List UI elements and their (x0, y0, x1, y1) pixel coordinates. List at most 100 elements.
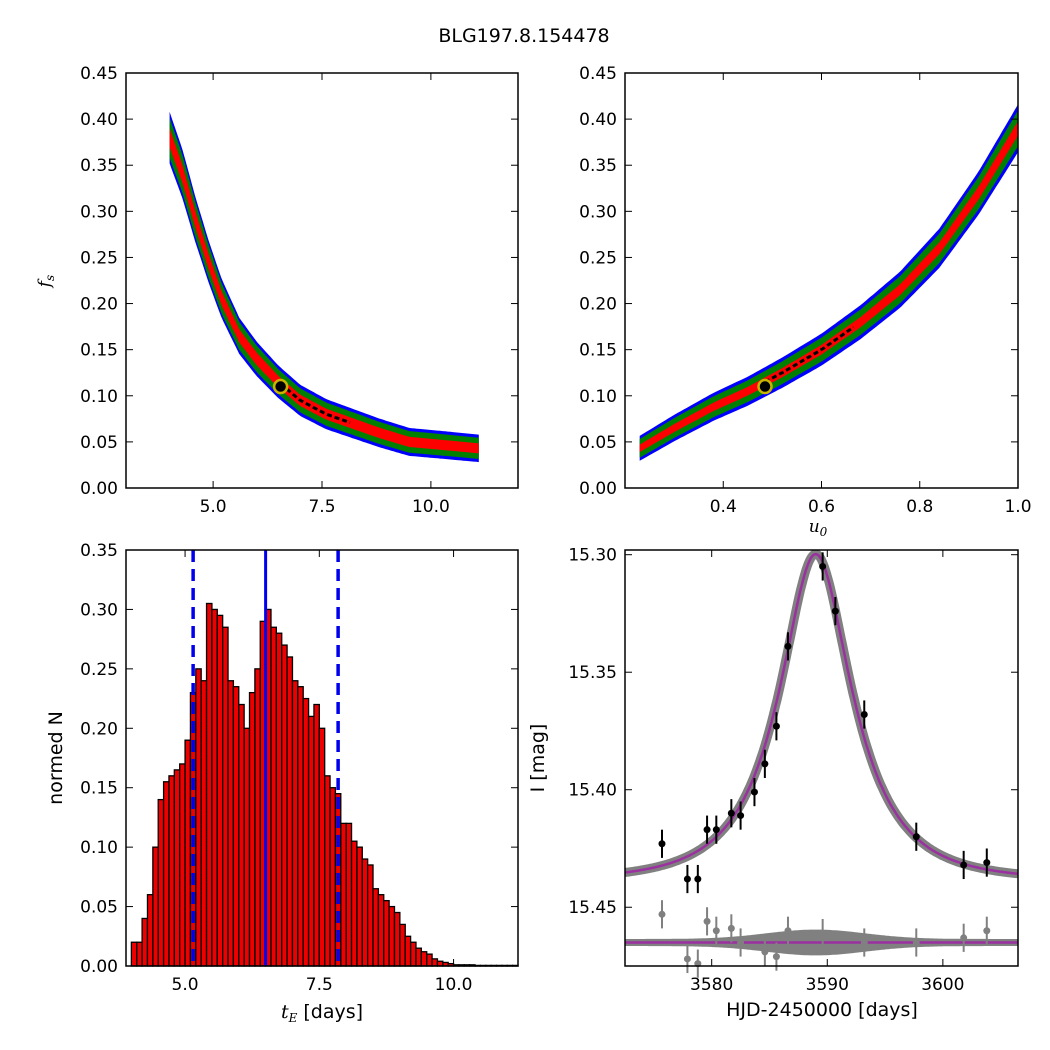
histogram-bar (372, 888, 380, 967)
histogram-bar (329, 787, 337, 967)
y-tick-label: 15.35 (568, 663, 617, 683)
y-tick-label: 0.30 (579, 202, 617, 222)
y-tick-label: 0.20 (80, 295, 118, 315)
residual-point (860, 938, 868, 946)
y-tick-label: 0.05 (80, 898, 118, 918)
y-tick-label: 15.45 (568, 898, 617, 918)
y-tick-label: 0.30 (80, 202, 118, 222)
histogram-bar (173, 769, 181, 967)
histogram-bar (184, 739, 192, 967)
residual-point (737, 938, 745, 946)
histogram-bar (297, 686, 304, 967)
y-tick-label: 0.40 (80, 110, 118, 130)
histogram-bar (356, 846, 363, 967)
residual-point (983, 927, 991, 935)
x-tick-label: 7.5 (306, 975, 333, 995)
histogram-bar (141, 917, 149, 967)
histogram-bar (291, 680, 299, 967)
y-tick-label: 0.40 (579, 110, 617, 130)
data-point (784, 642, 792, 650)
residual-point (761, 948, 769, 956)
x-tick-label: 10.0 (435, 975, 473, 995)
histogram-frame (125, 549, 519, 967)
data-point (772, 722, 780, 730)
histogram-bar (340, 822, 347, 967)
histogram-bar (211, 608, 218, 967)
histogram-bar (324, 775, 331, 967)
residual-point (772, 953, 780, 961)
histogram-bar (393, 911, 401, 967)
model-band (621, 549, 1022, 879)
residual-point (683, 955, 691, 963)
histogram-bar (313, 703, 320, 967)
best-fit-marker (272, 378, 289, 395)
x-tick-label: 3580 (690, 975, 733, 995)
y-tick-label: 0.00 (80, 479, 118, 499)
y-tick-label: 0.10 (579, 387, 617, 407)
x-tick-label: 5.0 (200, 497, 227, 517)
residual-point (727, 924, 735, 932)
residual-point (703, 917, 711, 925)
histogram-bar (179, 763, 186, 967)
histogram-bar (420, 951, 428, 967)
residual-point (819, 929, 827, 937)
y-tick-label: 0.20 (579, 295, 617, 315)
histogram-bar (189, 691, 197, 967)
histogram-bar (345, 822, 353, 967)
histogram-bar (404, 935, 412, 967)
y-tick-label: 0.25 (80, 660, 118, 680)
figure-title: BLG197.8.154478 (438, 25, 609, 47)
data-point (727, 809, 735, 817)
histogram-bar (146, 894, 154, 967)
u0-fs-panel: 0.4 0.6 0.8 1.0 0.00 0.05 0.10 0.15 0.20 0.25 0.30… (579, 64, 1031, 539)
data-point (694, 875, 702, 883)
x-tick-label: 5.0 (172, 975, 199, 995)
lightcurve-frame (624, 549, 1019, 967)
x-tick-label: 0.8 (906, 497, 933, 517)
y-tick-label: 0.25 (579, 248, 617, 268)
y-tick-label: 0.25 (80, 248, 118, 268)
y-tick-label: 15.40 (568, 781, 617, 801)
x-tick-label: 0.6 (808, 497, 835, 517)
data-point (819, 562, 827, 570)
histogram-bar (426, 953, 433, 967)
y-tick-label: 0.30 (80, 600, 118, 620)
u0-fs-xlabel: u0 (809, 517, 828, 539)
histogram-bar (200, 680, 208, 967)
histogram-bar (195, 668, 202, 967)
residual-point (960, 934, 968, 942)
y-tick-label: 0.00 (80, 957, 118, 977)
histogram-bar (318, 727, 326, 967)
data-point (750, 788, 758, 796)
data-point (831, 607, 839, 615)
histogram-bar (366, 864, 374, 967)
residual-point (912, 938, 920, 946)
y-tick-label: 0.35 (579, 156, 617, 176)
histogram-bar (222, 626, 229, 967)
tE-fs-ylabel: fs (35, 275, 57, 289)
data-point (912, 833, 920, 841)
y-tick-label: 0.35 (80, 156, 118, 176)
histogram-bar (227, 680, 235, 967)
y-tick-label: 0.35 (80, 541, 118, 561)
tE-histogram-panel: 5.0 7.5 10.0 0.00 0.05 0.10 0.15 0.20 0.25 0.30 0.… (45, 541, 519, 1025)
lightcurve-ylabel: I [mag] (527, 724, 549, 793)
data-point (960, 861, 968, 869)
histogram-bar (232, 686, 240, 967)
best-chain (764, 325, 855, 384)
histogram-bar (243, 727, 251, 967)
histogram-bar (157, 798, 165, 967)
best-chain (279, 382, 351, 424)
x-tick-label: 0.4 (710, 497, 737, 517)
y-tick-label: 0.05 (80, 433, 118, 453)
histogram-bar (399, 923, 406, 967)
histogram-ylabel: normed N (45, 711, 67, 805)
x-tick-label: 3600 (921, 975, 964, 995)
histogram-bar (281, 644, 288, 967)
data-point (683, 875, 691, 883)
histogram-bar (136, 941, 143, 967)
residual-point (784, 927, 792, 935)
data-point (658, 840, 666, 848)
data-point (983, 859, 991, 867)
